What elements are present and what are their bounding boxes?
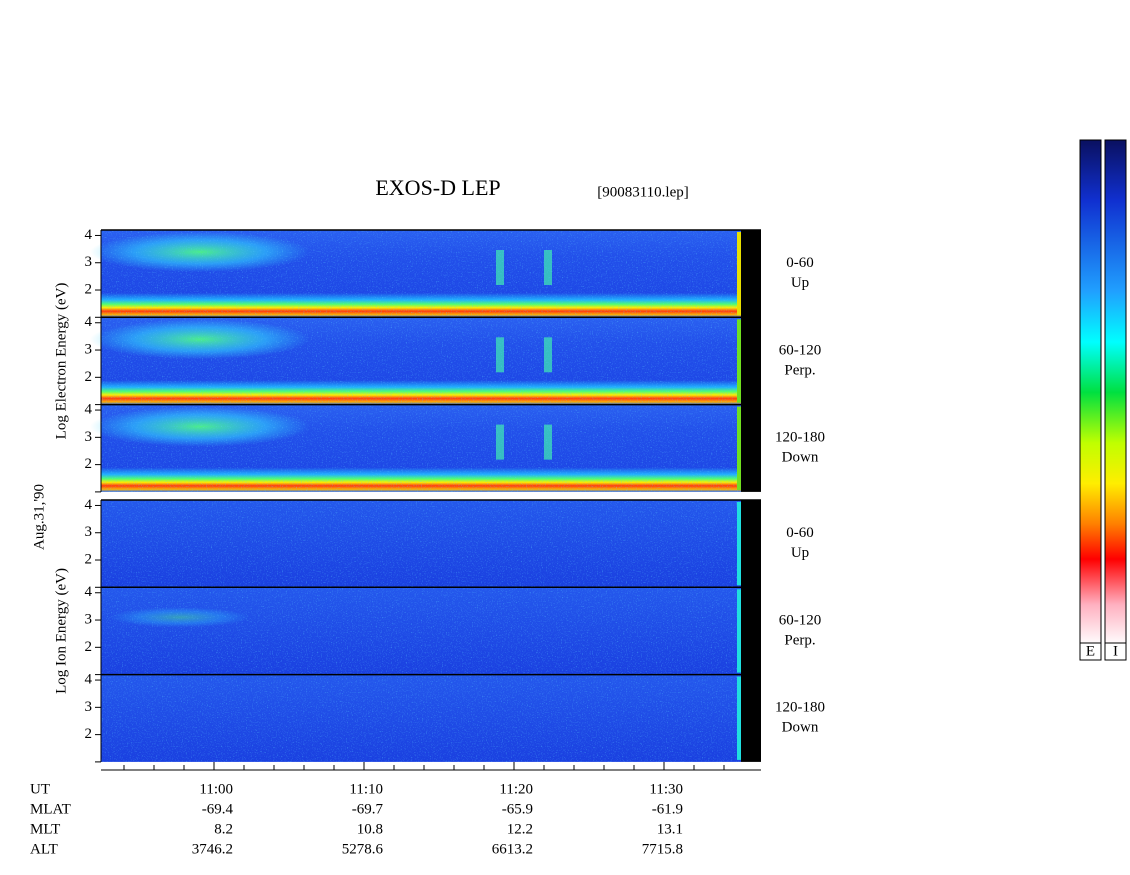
row-label: UT <box>30 781 50 797</box>
y-tick-label: 3 <box>85 254 93 270</box>
y-tick-label: 4 <box>85 401 93 417</box>
direction-label: Perp. <box>784 632 815 648</box>
y-tick-label: 4 <box>85 584 93 600</box>
y-axis-label: Log Electron Energy (eV) <box>53 283 69 440</box>
y-tick-label: 3 <box>85 611 93 627</box>
date: Aug.31,'90 <box>31 484 47 550</box>
y-tick-label: 3 <box>85 699 93 715</box>
data-gap <box>741 317 761 405</box>
angle-label: 60-120 <box>779 342 822 358</box>
mlat-value: -69.7 <box>352 801 384 817</box>
y-tick-label: 3 <box>85 429 93 445</box>
file-name: [90083110.lep] <box>597 184 689 200</box>
colorbar-i <box>1104 139 1127 646</box>
y-tick-label: 4 <box>85 497 93 513</box>
noise <box>101 317 741 405</box>
edge-strip <box>737 589 741 673</box>
y-tick-label: 2 <box>85 369 93 385</box>
y-tick-label: 2 <box>85 726 93 742</box>
colorbar-e <box>1079 139 1102 646</box>
ut-value: 11:00 <box>199 781 233 797</box>
mlat-value: -69.4 <box>202 801 234 817</box>
data-gap <box>741 587 761 675</box>
colorbar-label-box <box>1104 642 1127 661</box>
edge-strip <box>737 232 741 316</box>
alt-value: 6613.2 <box>492 841 533 857</box>
noise <box>101 674 741 762</box>
direction-label: Perp. <box>784 362 815 378</box>
noise <box>101 587 741 675</box>
data-gap <box>741 500 761 588</box>
colorbar-label-box <box>1079 642 1102 661</box>
y-tick-label: 3 <box>85 341 93 357</box>
y-axis-label: Log Ion Energy (eV) <box>53 568 69 694</box>
alt-value: 7715.8 <box>642 841 683 857</box>
direction-label: Down <box>782 720 819 736</box>
colorbar-label: I <box>1113 643 1118 659</box>
edge-strip <box>737 676 741 760</box>
mlt-value: 8.2 <box>214 821 233 837</box>
alt-value: 3746.2 <box>192 841 233 857</box>
noise <box>101 230 741 318</box>
y-tick-label: 4 <box>85 227 93 243</box>
mlat-value: -65.9 <box>502 801 533 817</box>
y-tick-label: 2 <box>85 281 93 297</box>
ut-value: 11:30 <box>649 781 683 797</box>
alt-value: 5278.6 <box>342 841 384 857</box>
angle-label: 60-120 <box>779 612 822 628</box>
angle-label: 0-60 <box>786 525 814 541</box>
edge-strip <box>737 502 741 586</box>
y-tick-label: 2 <box>85 639 93 655</box>
row-label: ALT <box>30 841 58 857</box>
edge-strip <box>737 406 741 490</box>
mlat-value: -61.9 <box>652 801 683 817</box>
direction-label: Down <box>782 450 819 466</box>
row-label: MLT <box>30 821 60 837</box>
colorbar-label: E <box>1086 643 1095 659</box>
angle-label: 120-180 <box>775 430 825 446</box>
noise <box>101 404 741 492</box>
mlt-value: 12.2 <box>507 821 533 837</box>
y-tick-label: 4 <box>85 314 93 330</box>
noise <box>101 500 741 588</box>
y-tick-label: 2 <box>85 551 93 567</box>
data-gap <box>741 230 761 318</box>
direction-label: Up <box>791 545 809 561</box>
data-gap <box>741 404 761 492</box>
angle-label: 120-180 <box>775 700 825 716</box>
ut-value: 11:20 <box>499 781 533 797</box>
angle-label: 0-60 <box>786 255 814 271</box>
row-label: MLAT <box>30 801 71 817</box>
mlt-value: 10.8 <box>357 821 383 837</box>
direction-label: Up <box>791 275 809 291</box>
mlt-value: 13.1 <box>657 821 683 837</box>
title: EXOS-D LEP <box>375 175 500 200</box>
y-tick-label: 4 <box>85 671 93 687</box>
y-tick-label: 2 <box>85 456 93 472</box>
ut-value: 11:10 <box>349 781 383 797</box>
data-gap <box>741 674 761 762</box>
y-tick-label: 3 <box>85 524 93 540</box>
edge-strip <box>737 319 741 403</box>
